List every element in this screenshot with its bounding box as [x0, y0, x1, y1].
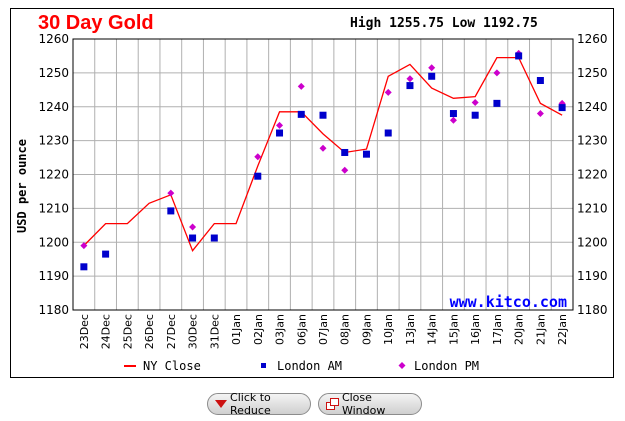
y-tick-label-left: 1250 [38, 66, 69, 80]
y-tick-label-left: 1190 [38, 269, 69, 283]
data-point-london-am [558, 104, 566, 112]
watermark-text: www.kitco.com [450, 293, 567, 311]
data-point-london-pm [319, 144, 327, 152]
data-point-london-am [341, 148, 349, 156]
data-point-london-pm [297, 82, 305, 90]
data-point-london-pm [493, 69, 501, 77]
data-point-london-am [384, 129, 392, 137]
x-tick-label: 07Jan [317, 314, 330, 345]
data-point-london-pm [449, 116, 457, 124]
y-tick-label-right: 1190 [577, 269, 608, 283]
chevron-down-icon [215, 398, 227, 410]
data-point-london-am [515, 52, 523, 60]
y-tick-label-right: 1260 [577, 32, 608, 46]
data-point-london-am [80, 263, 88, 271]
y-tick-label-left: 1200 [38, 235, 69, 249]
x-tick-label: 25Dec [121, 314, 134, 349]
x-tick-label: 27Dec [165, 314, 178, 349]
x-tick-label: 31Dec [208, 314, 221, 349]
x-tick-label: 06Jan [295, 314, 308, 345]
data-point-london-am [406, 82, 414, 90]
y-tick-label-left: 1240 [38, 100, 69, 114]
x-tick-label: 24Dec [100, 314, 113, 349]
data-point-london-am [319, 111, 327, 119]
legend-label-london-pm: London PM [414, 359, 479, 373]
legend-label-ny-close: NY Close [143, 359, 201, 373]
gold-price-chart: 1180 1180 1190 1190 1200 1200 1210 1210 1220 1220… [15, 12, 608, 373]
legend-label-london-am: London AM [277, 359, 342, 373]
x-tick-label: 15Jan [447, 314, 460, 345]
x-tick-label: 26Dec [143, 314, 156, 349]
data-point-london-am [471, 111, 479, 119]
data-point-london-pm [80, 242, 88, 250]
close-window-label: Close Window [341, 391, 386, 417]
x-tick-label: 21Jan [534, 314, 547, 345]
close-window-button[interactable]: Close Window [318, 391, 422, 417]
legend-swatch-london-am [261, 363, 266, 368]
data-point-london-pm [471, 99, 479, 107]
x-tick-label: 08Jan [339, 314, 352, 345]
x-tick-label: 02Jan [252, 314, 265, 345]
y-tick-label-right: 1250 [577, 66, 608, 80]
data-point-london-am [493, 99, 501, 107]
data-point-london-pm [384, 88, 392, 96]
chart-title: 30 Day Gold [38, 12, 154, 34]
y-tick-label-left: 1260 [38, 32, 69, 46]
data-point-london-pm [189, 223, 197, 231]
data-point-london-pm [406, 75, 414, 83]
y-tick-label-left: 1180 [38, 303, 69, 317]
y-tick-label-left: 1230 [38, 134, 69, 148]
x-tick-label: 13Jan [404, 314, 417, 345]
y-tick-label-right: 1180 [577, 303, 608, 317]
x-tick-label: 14Jan [426, 314, 439, 345]
window-icon [326, 398, 339, 410]
y-tick-label-right: 1210 [577, 201, 608, 215]
data-point-london-am [254, 172, 262, 180]
y-tick-label-left: 1220 [38, 168, 69, 182]
data-point-london-pm [428, 64, 436, 72]
data-point-london-am [297, 110, 305, 118]
data-point-london-am [210, 234, 218, 242]
legend-swatch-london-pm [398, 362, 406, 369]
x-tick-label: 01Jan [230, 314, 243, 345]
data-point-london-am [276, 129, 284, 137]
x-tick-label: 22Jan [556, 314, 569, 345]
x-tick-label: 30Dec [187, 314, 200, 349]
series-line-ny-close [83, 56, 563, 253]
x-tick-label: 03Jan [274, 314, 287, 345]
y-tick-label-right: 1200 [577, 235, 608, 249]
data-point-london-am [536, 76, 544, 84]
x-tick-label: 10Jan [382, 314, 395, 345]
click-to-reduce-button[interactable]: Click to Reduce [207, 391, 311, 417]
data-point-london-am [428, 72, 436, 80]
data-point-london-pm [276, 121, 284, 129]
data-point-london-pm [536, 110, 544, 118]
x-tick-label: 23Dec [78, 314, 91, 349]
y-tick-label-right: 1220 [577, 168, 608, 182]
data-point-london-am [362, 150, 370, 158]
x-tick-label: 09Jan [360, 314, 373, 345]
x-tick-label: 20Jan [513, 314, 526, 345]
plot-border [72, 38, 574, 311]
y-tick-label-right: 1230 [577, 134, 608, 148]
high-low-text: High 1255.75 Low 1192.75 [350, 16, 538, 31]
data-point-london-am [167, 207, 175, 215]
y-tick-label-right: 1240 [577, 100, 608, 114]
data-point-london-am [449, 110, 457, 118]
chart-frame: 1180 1180 1190 1190 1200 1200 1210 1210 1220 1220… [10, 8, 614, 378]
data-point-london-pm [167, 189, 175, 197]
x-tick-label: 16Jan [469, 314, 482, 345]
data-point-london-pm [341, 166, 349, 174]
data-point-london-am [189, 234, 197, 242]
data-point-london-am [102, 250, 110, 258]
x-tick-label: 17Jan [491, 314, 504, 345]
click-to-reduce-label: Click to Reduce [230, 391, 271, 417]
y-tick-label-left: 1210 [38, 201, 69, 215]
y-axis-label: USD per ounce [15, 139, 29, 233]
